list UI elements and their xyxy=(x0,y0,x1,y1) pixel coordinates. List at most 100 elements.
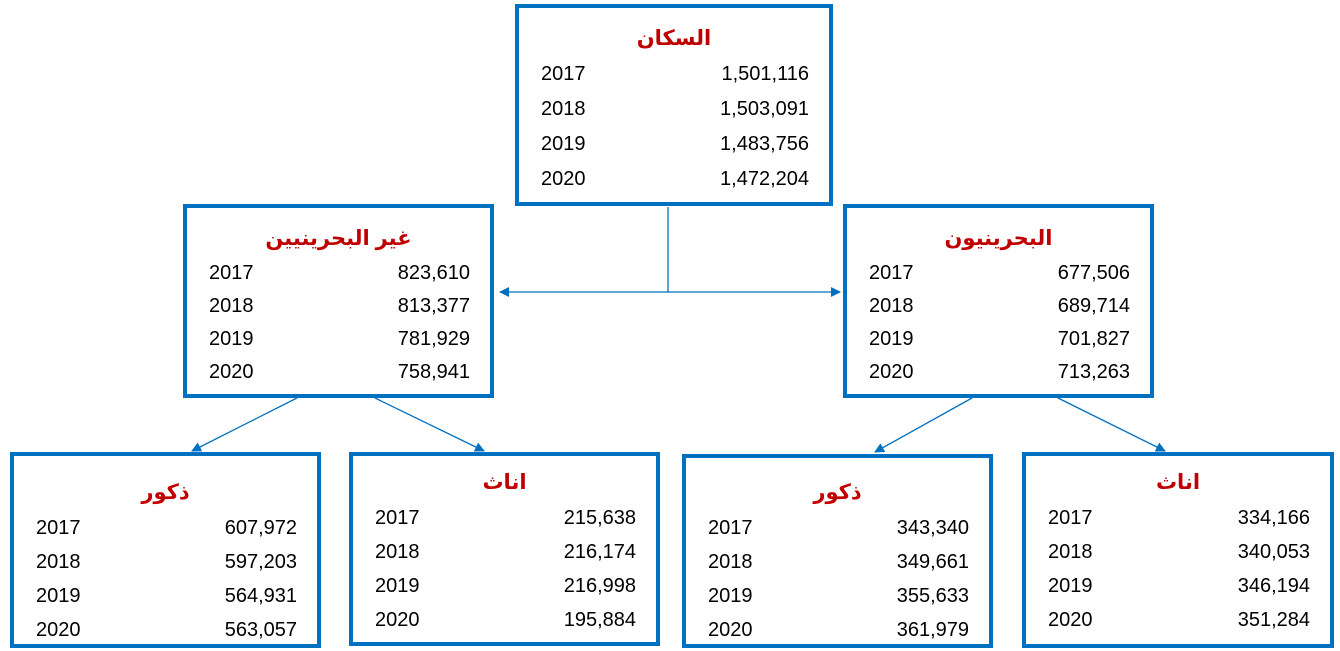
year: 2017 xyxy=(708,517,753,539)
node-box: السكان 2017 1,501,116 2018 1,503,091 2019 1,48… xyxy=(515,4,833,206)
data-row: 2019 781,929 xyxy=(187,323,490,356)
count: 215,638 xyxy=(563,507,636,529)
data-row: 2020 713,263 xyxy=(847,356,1150,389)
arrow xyxy=(374,397,485,452)
count: 343,340 xyxy=(896,517,969,539)
count: 564,931 xyxy=(224,585,297,607)
year: 2019 xyxy=(1048,575,1093,597)
year: 2017 xyxy=(375,507,420,529)
data-row: 2017 334,166 xyxy=(1026,501,1330,535)
year: 2019 xyxy=(708,585,753,607)
count: 689,714 xyxy=(1057,295,1130,317)
arrow xyxy=(191,397,298,452)
count: 713,263 xyxy=(1057,361,1130,383)
node-title: اناث xyxy=(1155,471,1201,494)
count: 1,472,204 xyxy=(720,168,809,190)
count: 823,610 xyxy=(397,262,470,284)
data-row: 2020 563,057 xyxy=(14,613,317,647)
year: 2018 xyxy=(375,541,420,563)
count: 334,166 xyxy=(1237,507,1310,529)
count: 216,998 xyxy=(563,575,636,597)
year: 2018 xyxy=(869,295,914,317)
node-title: البحرينيون xyxy=(944,227,1053,250)
year: 2019 xyxy=(36,585,81,607)
data-row: 2017 1,501,116 xyxy=(519,57,829,92)
count: 340,053 xyxy=(1237,541,1310,563)
data-row: 2018 813,377 xyxy=(187,290,490,323)
node-title: ذكور xyxy=(141,481,190,504)
count: 701,827 xyxy=(1057,328,1130,350)
data-row: 2019 216,998 xyxy=(353,569,656,603)
count: 1,501,116 xyxy=(721,63,810,85)
arrow xyxy=(874,397,973,453)
data-row: 2018 689,714 xyxy=(847,290,1150,323)
node-box: اناث 2017 215,638 2018 216,174 2019 216,998 202… xyxy=(349,452,660,646)
year: 2020 xyxy=(36,619,81,641)
node-box: ذكور 2017 607,972 2018 597,203 2019 564,931 202… xyxy=(10,452,321,648)
data-row: 2019 355,633 xyxy=(686,579,989,613)
count: 563,057 xyxy=(224,619,297,641)
arrow xyxy=(1057,397,1166,452)
data-row: 2018 597,203 xyxy=(14,545,317,579)
count: 813,377 xyxy=(397,295,470,317)
data-row: 2019 346,194 xyxy=(1026,569,1330,603)
year: 2020 xyxy=(209,361,254,383)
count: 361,979 xyxy=(896,619,969,641)
count: 216,174 xyxy=(563,541,636,563)
year: 2020 xyxy=(869,361,914,383)
node-title: اناث xyxy=(482,471,527,494)
year: 2017 xyxy=(869,262,914,284)
year: 2018 xyxy=(708,551,753,573)
year: 2018 xyxy=(36,551,81,573)
year: 2020 xyxy=(1048,609,1093,631)
node-box: اناث 2017 334,166 2018 340,053 2019 346,194 202… xyxy=(1022,452,1334,648)
year: 2018 xyxy=(541,98,586,120)
data-row: 2019 564,931 xyxy=(14,579,317,613)
data-row: 2020 351,284 xyxy=(1026,603,1330,637)
data-row: 2018 349,661 xyxy=(686,545,989,579)
count: 351,284 xyxy=(1237,609,1310,631)
node-title: ذكور xyxy=(813,481,862,504)
year: 2019 xyxy=(869,328,914,350)
data-row: 2020 758,941 xyxy=(187,356,490,389)
count: 195,884 xyxy=(563,609,636,631)
node-title: غير البحرينيين xyxy=(265,227,412,250)
count: 781,929 xyxy=(397,328,470,350)
count: 607,972 xyxy=(224,517,297,539)
count: 346,194 xyxy=(1237,575,1310,597)
year: 2017 xyxy=(541,63,586,85)
data-row: 2020 195,884 xyxy=(353,603,656,637)
year: 2020 xyxy=(375,609,420,631)
data-row: 2020 1,472,204 xyxy=(519,162,829,197)
data-row: 2018 1,503,091 xyxy=(519,92,829,127)
data-row: 2020 361,979 xyxy=(686,613,989,647)
data-row: 2017 823,610 xyxy=(187,257,490,290)
year: 2020 xyxy=(541,168,586,190)
data-row: 2017 215,638 xyxy=(353,501,656,535)
year: 2020 xyxy=(708,619,753,641)
count: 1,483,756 xyxy=(720,133,809,155)
count: 597,203 xyxy=(224,551,297,573)
data-row: 2018 340,053 xyxy=(1026,535,1330,569)
node-box: غير البحرينيين 2017 823,610 2018 813,377 2019… xyxy=(183,204,494,398)
data-row: 2017 343,340 xyxy=(686,511,989,545)
data-row: 2017 607,972 xyxy=(14,511,317,545)
data-row: 2018 216,174 xyxy=(353,535,656,569)
year: 2019 xyxy=(209,328,254,350)
year: 2017 xyxy=(209,262,254,284)
year: 2018 xyxy=(209,295,254,317)
count: 758,941 xyxy=(397,361,470,383)
data-row: 2019 701,827 xyxy=(847,323,1150,356)
data-row: 2017 677,506 xyxy=(847,257,1150,290)
node-box: ذكور 2017 343,340 2018 349,661 2019 355,633 202… xyxy=(682,454,993,648)
year: 2018 xyxy=(1048,541,1093,563)
year: 2019 xyxy=(541,133,586,155)
count: 677,506 xyxy=(1057,262,1130,284)
count: 349,661 xyxy=(896,551,969,573)
year: 2017 xyxy=(36,517,81,539)
count: 1,503,091 xyxy=(720,98,809,120)
year: 2017 xyxy=(1048,507,1093,529)
node-title: السكان xyxy=(636,27,712,50)
node-box: البحرينيون 2017 677,506 2018 689,714 2019 701,… xyxy=(843,204,1154,398)
